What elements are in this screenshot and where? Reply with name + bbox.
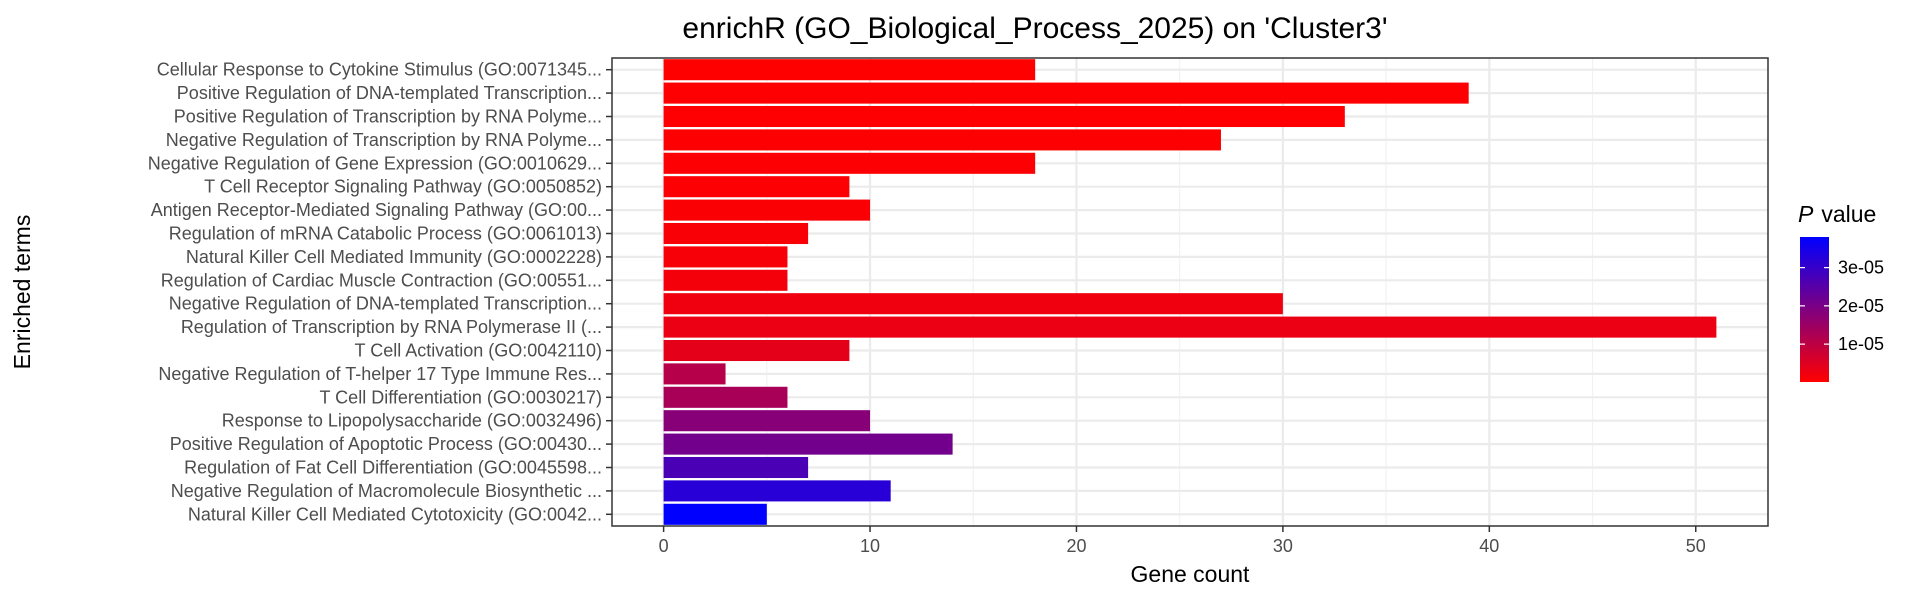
x-tick-label: 0: [659, 536, 669, 556]
category-label: Regulation of Cardiac Muscle Contraction…: [161, 270, 602, 290]
bar: [663, 82, 1469, 104]
legend-ticks: 1e-05 2e-05 3e-05: [1800, 258, 1884, 354]
legend-title-p: P: [1798, 201, 1814, 227]
bars: [663, 59, 1717, 525]
bar: [663, 480, 891, 502]
legend-title-value: value: [1821, 201, 1876, 227]
x-tick-label: 50: [1686, 536, 1706, 556]
bar: [663, 269, 788, 291]
y-axis-title: Enriched terms: [9, 215, 35, 370]
bar: [663, 199, 871, 221]
plot-panel: [611, 57, 1769, 527]
category-label: Negative Regulation of Transcription by …: [166, 130, 602, 150]
category-label: Natural Killer Cell Mediated Immunity (G…: [186, 247, 602, 267]
bar: [663, 129, 1221, 151]
category-label: Antigen Receptor-Mediated Signaling Path…: [151, 200, 602, 220]
bar: [663, 152, 1036, 174]
bar: [663, 456, 809, 479]
bar: [663, 386, 788, 408]
category-label: Response to Lipopolysaccharide (GO:00324…: [222, 411, 602, 431]
bar: [663, 105, 1345, 128]
bar: [663, 293, 1283, 315]
legend-colorbar: [1800, 237, 1829, 382]
bar: [663, 176, 850, 198]
panel-background: [612, 58, 1768, 526]
x-tick-label: 30: [1273, 536, 1293, 556]
bar: [663, 339, 850, 362]
bar: [663, 363, 726, 385]
legend-label: 2e-05: [1838, 296, 1884, 316]
category-labels: Cellular Response to Cytokine Stimulus (…: [148, 60, 612, 524]
x-axis-title: Gene count: [1131, 561, 1251, 587]
legend-label: 3e-05: [1838, 258, 1884, 278]
category-label: Regulation of Fat Cell Differentiation (…: [184, 458, 602, 478]
category-label: Positive Regulation of Transcription by …: [174, 107, 602, 127]
panel-border: [611, 57, 1769, 527]
category-label: Negative Regulation of DNA-templated Tra…: [169, 294, 602, 314]
category-label: Positive Regulation of DNA-templated Tra…: [177, 83, 602, 103]
bar: [663, 433, 953, 455]
x-tick-label: 40: [1479, 536, 1499, 556]
bar: [663, 410, 871, 432]
bar: [663, 59, 1036, 81]
category-label: Regulation of mRNA Catabolic Process (GO…: [169, 224, 602, 244]
category-label: T Cell Differentiation (GO:0030217): [320, 387, 602, 407]
category-label: Positive Regulation of Apoptotic Process…: [170, 434, 602, 454]
category-label: T Cell Activation (GO:0042110): [355, 341, 602, 361]
category-label: Negative Regulation of T-helper 17 Type …: [158, 364, 602, 384]
category-label: Negative Regulation of Macromolecule Bio…: [171, 481, 602, 501]
legend-label: 1e-05: [1838, 334, 1884, 354]
bar: [663, 246, 788, 268]
category-label: Regulation of Transcription by RNA Polym…: [181, 317, 602, 337]
x-tick-label: 20: [1066, 536, 1086, 556]
bar: [663, 316, 1717, 338]
category-label: Natural Killer Cell Mediated Cytotoxicit…: [188, 504, 602, 524]
category-label: Cellular Response to Cytokine Stimulus (…: [157, 60, 602, 80]
bar: [663, 222, 809, 245]
bar: [663, 503, 767, 525]
x-tick-label: 10: [860, 536, 880, 556]
category-label: T Cell Receptor Signaling Pathway (GO:00…: [204, 177, 602, 197]
x-axis-ticks: 0 10 20 30 40 50: [659, 526, 1706, 556]
chart-title: enrichR (GO_Biological_Process_2025) on …: [682, 12, 1387, 45]
category-label: Negative Regulation of Gene Expression (…: [148, 153, 602, 173]
